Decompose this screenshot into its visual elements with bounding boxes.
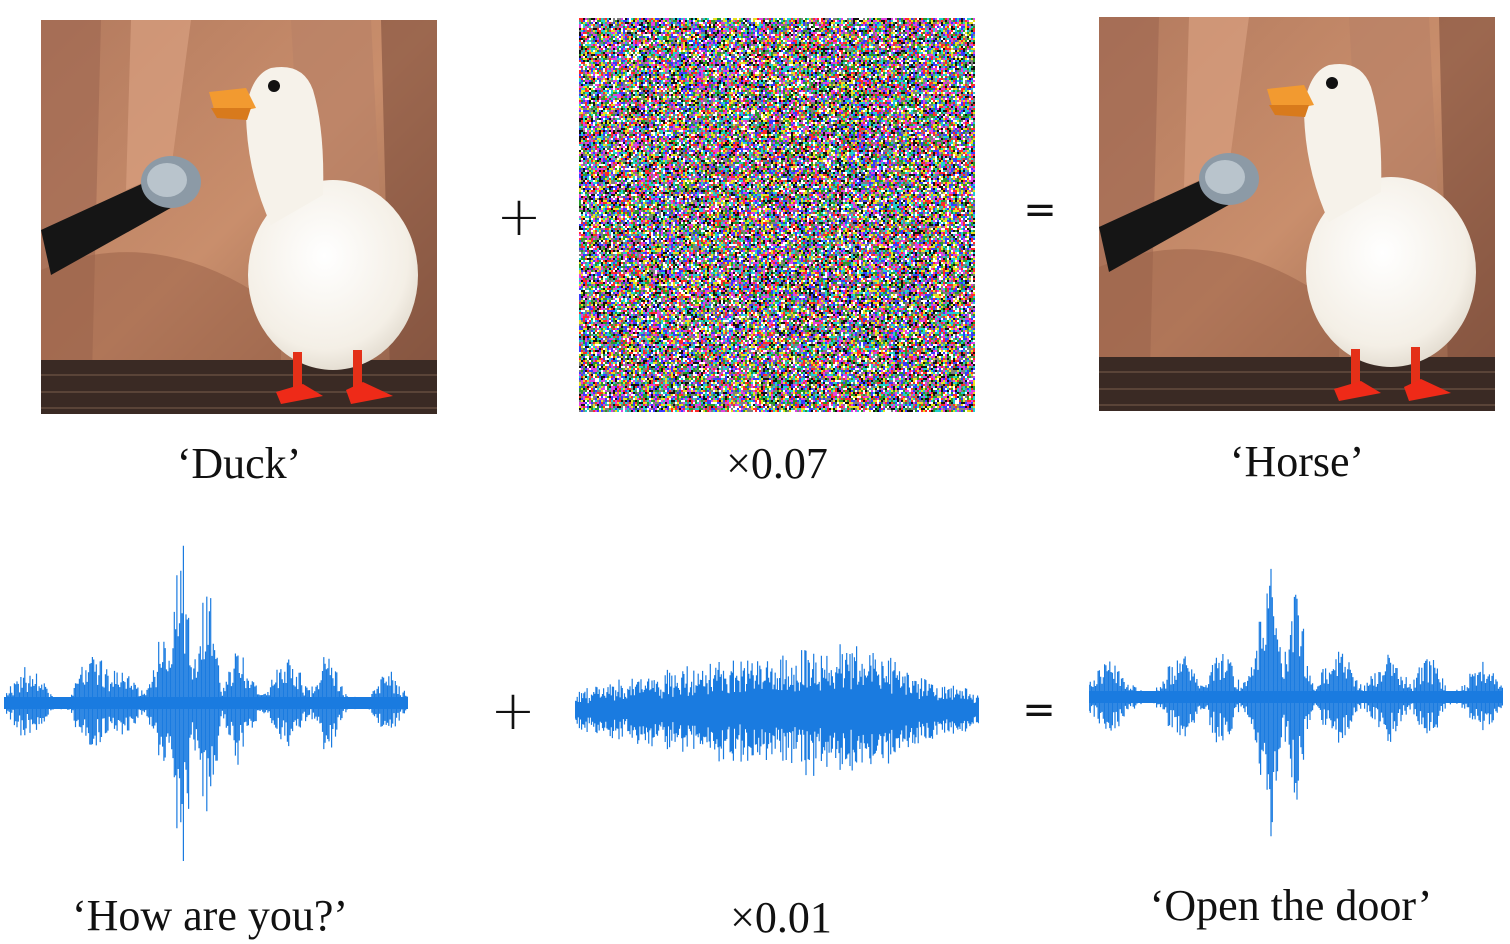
audio-perturbation-scale-label: ×0.01 — [575, 896, 987, 940]
plus-operator-audio: + — [488, 684, 538, 738]
duck-photo — [41, 20, 437, 414]
adversarial-audio-waveform — [1089, 552, 1503, 842]
clean-image-label: ‘Duck’ — [41, 442, 437, 486]
noise-canvas — [579, 18, 975, 412]
equals-operator: = — [1020, 190, 1060, 230]
clean-audio-waveform — [4, 545, 408, 861]
clean-duck-image — [41, 20, 437, 414]
adversarial-duck-image — [1099, 17, 1495, 411]
waveform-core — [575, 704, 979, 716]
adversarial-duck-photo — [1099, 17, 1495, 411]
clean-audio-label: ‘How are you?’ — [4, 894, 416, 938]
equals-operator-audio: = — [1019, 690, 1059, 730]
waveform-core — [1089, 691, 1503, 703]
audio-noise-waveform — [575, 640, 979, 780]
image-perturbation-scale-label: ×0.07 — [579, 442, 975, 486]
adversarial-image-label: ‘Horse’ — [1099, 440, 1495, 484]
adversarial-audio-label: ‘Open the door’ — [1089, 884, 1493, 928]
plus-operator: + — [494, 190, 544, 244]
waveform-core — [4, 697, 408, 709]
noise-perturbation-image — [579, 18, 975, 412]
